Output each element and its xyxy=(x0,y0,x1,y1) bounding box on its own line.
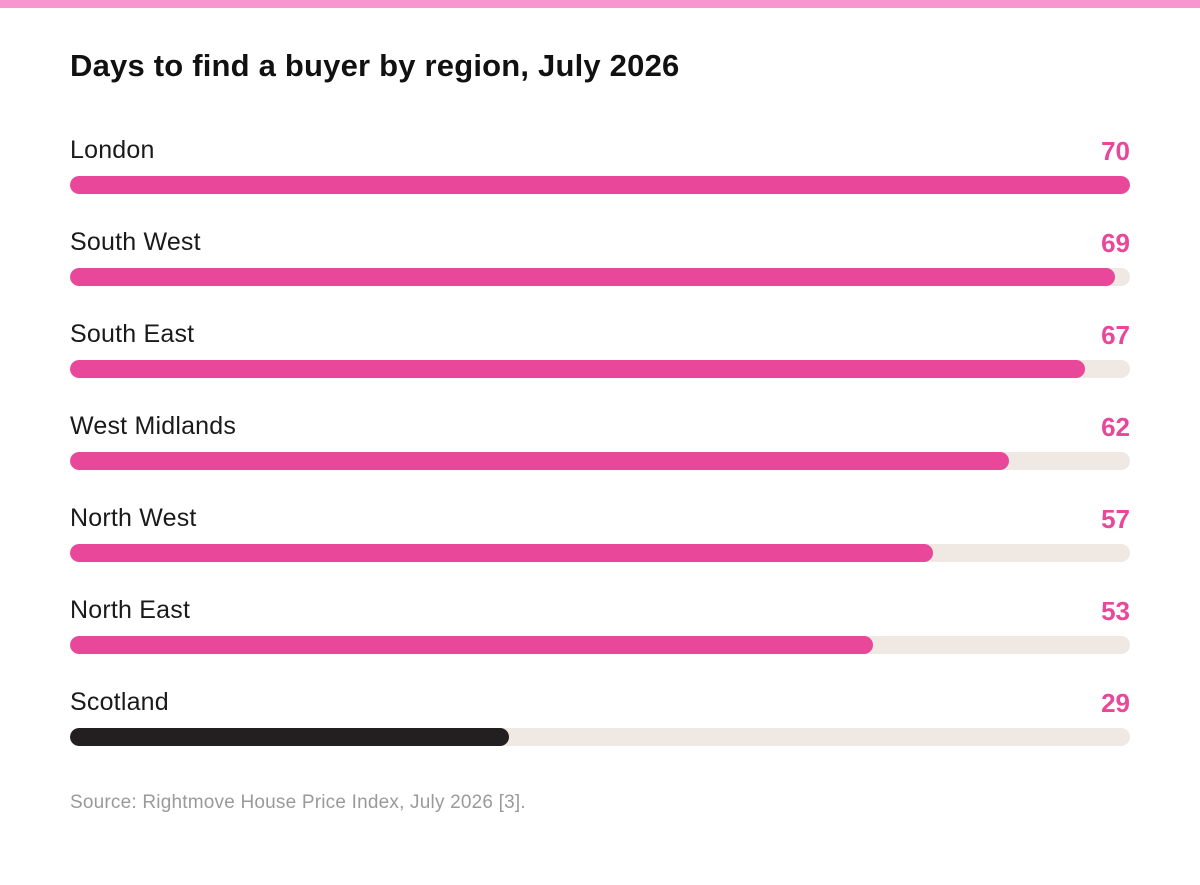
bar-scotland xyxy=(70,728,510,746)
value-label: 53 xyxy=(1101,596,1130,626)
bar-track xyxy=(70,636,1130,654)
bar-south-west xyxy=(70,268,1115,286)
bar-london xyxy=(70,176,1130,194)
category-label: North East xyxy=(70,596,191,624)
bar-track xyxy=(70,452,1130,470)
bar-track xyxy=(70,728,1130,746)
category-label: West Midlands xyxy=(70,412,237,440)
value-label: 70 xyxy=(1101,136,1130,166)
category-label: London xyxy=(70,136,155,164)
bar-row-south-east: South East 67 xyxy=(70,316,1130,408)
bar-track xyxy=(70,176,1130,194)
value-label: 57 xyxy=(1101,504,1130,534)
bar-row-london: London 70 xyxy=(70,132,1130,224)
bar-track xyxy=(70,268,1130,286)
category-label: Scotland xyxy=(70,688,169,716)
bar-north-west xyxy=(70,544,934,562)
bar-chart: London 70 South West 69 South East 67 West Mid… xyxy=(70,132,1130,776)
source-note: Source: Rightmove House Price Index, Jul… xyxy=(70,792,526,813)
bar-row-west-midlands: West Midlands 62 xyxy=(70,408,1130,500)
bar-track xyxy=(70,360,1130,378)
bar-row-south-west: South West 69 xyxy=(70,224,1130,316)
bar-west-midlands xyxy=(70,452,1009,470)
value-label: 69 xyxy=(1101,228,1130,258)
bar-row-north-west: North West 57 xyxy=(70,500,1130,592)
bar-row-north-east: North East 53 xyxy=(70,592,1130,684)
category-label: South West xyxy=(70,228,201,256)
bar-track xyxy=(70,544,1130,562)
bar-south-east xyxy=(70,360,1085,378)
bar-row-scotland: Scotland 29 xyxy=(70,684,1130,776)
chart-title: Days to find a buyer by region, July 202… xyxy=(70,48,680,83)
value-label: 29 xyxy=(1101,688,1130,718)
category-label: North West xyxy=(70,504,197,532)
value-label: 67 xyxy=(1101,320,1130,350)
value-label: 62 xyxy=(1101,412,1130,442)
bar-north-east xyxy=(70,636,873,654)
top-accent-bar xyxy=(0,0,1200,8)
category-label: South East xyxy=(70,320,195,348)
